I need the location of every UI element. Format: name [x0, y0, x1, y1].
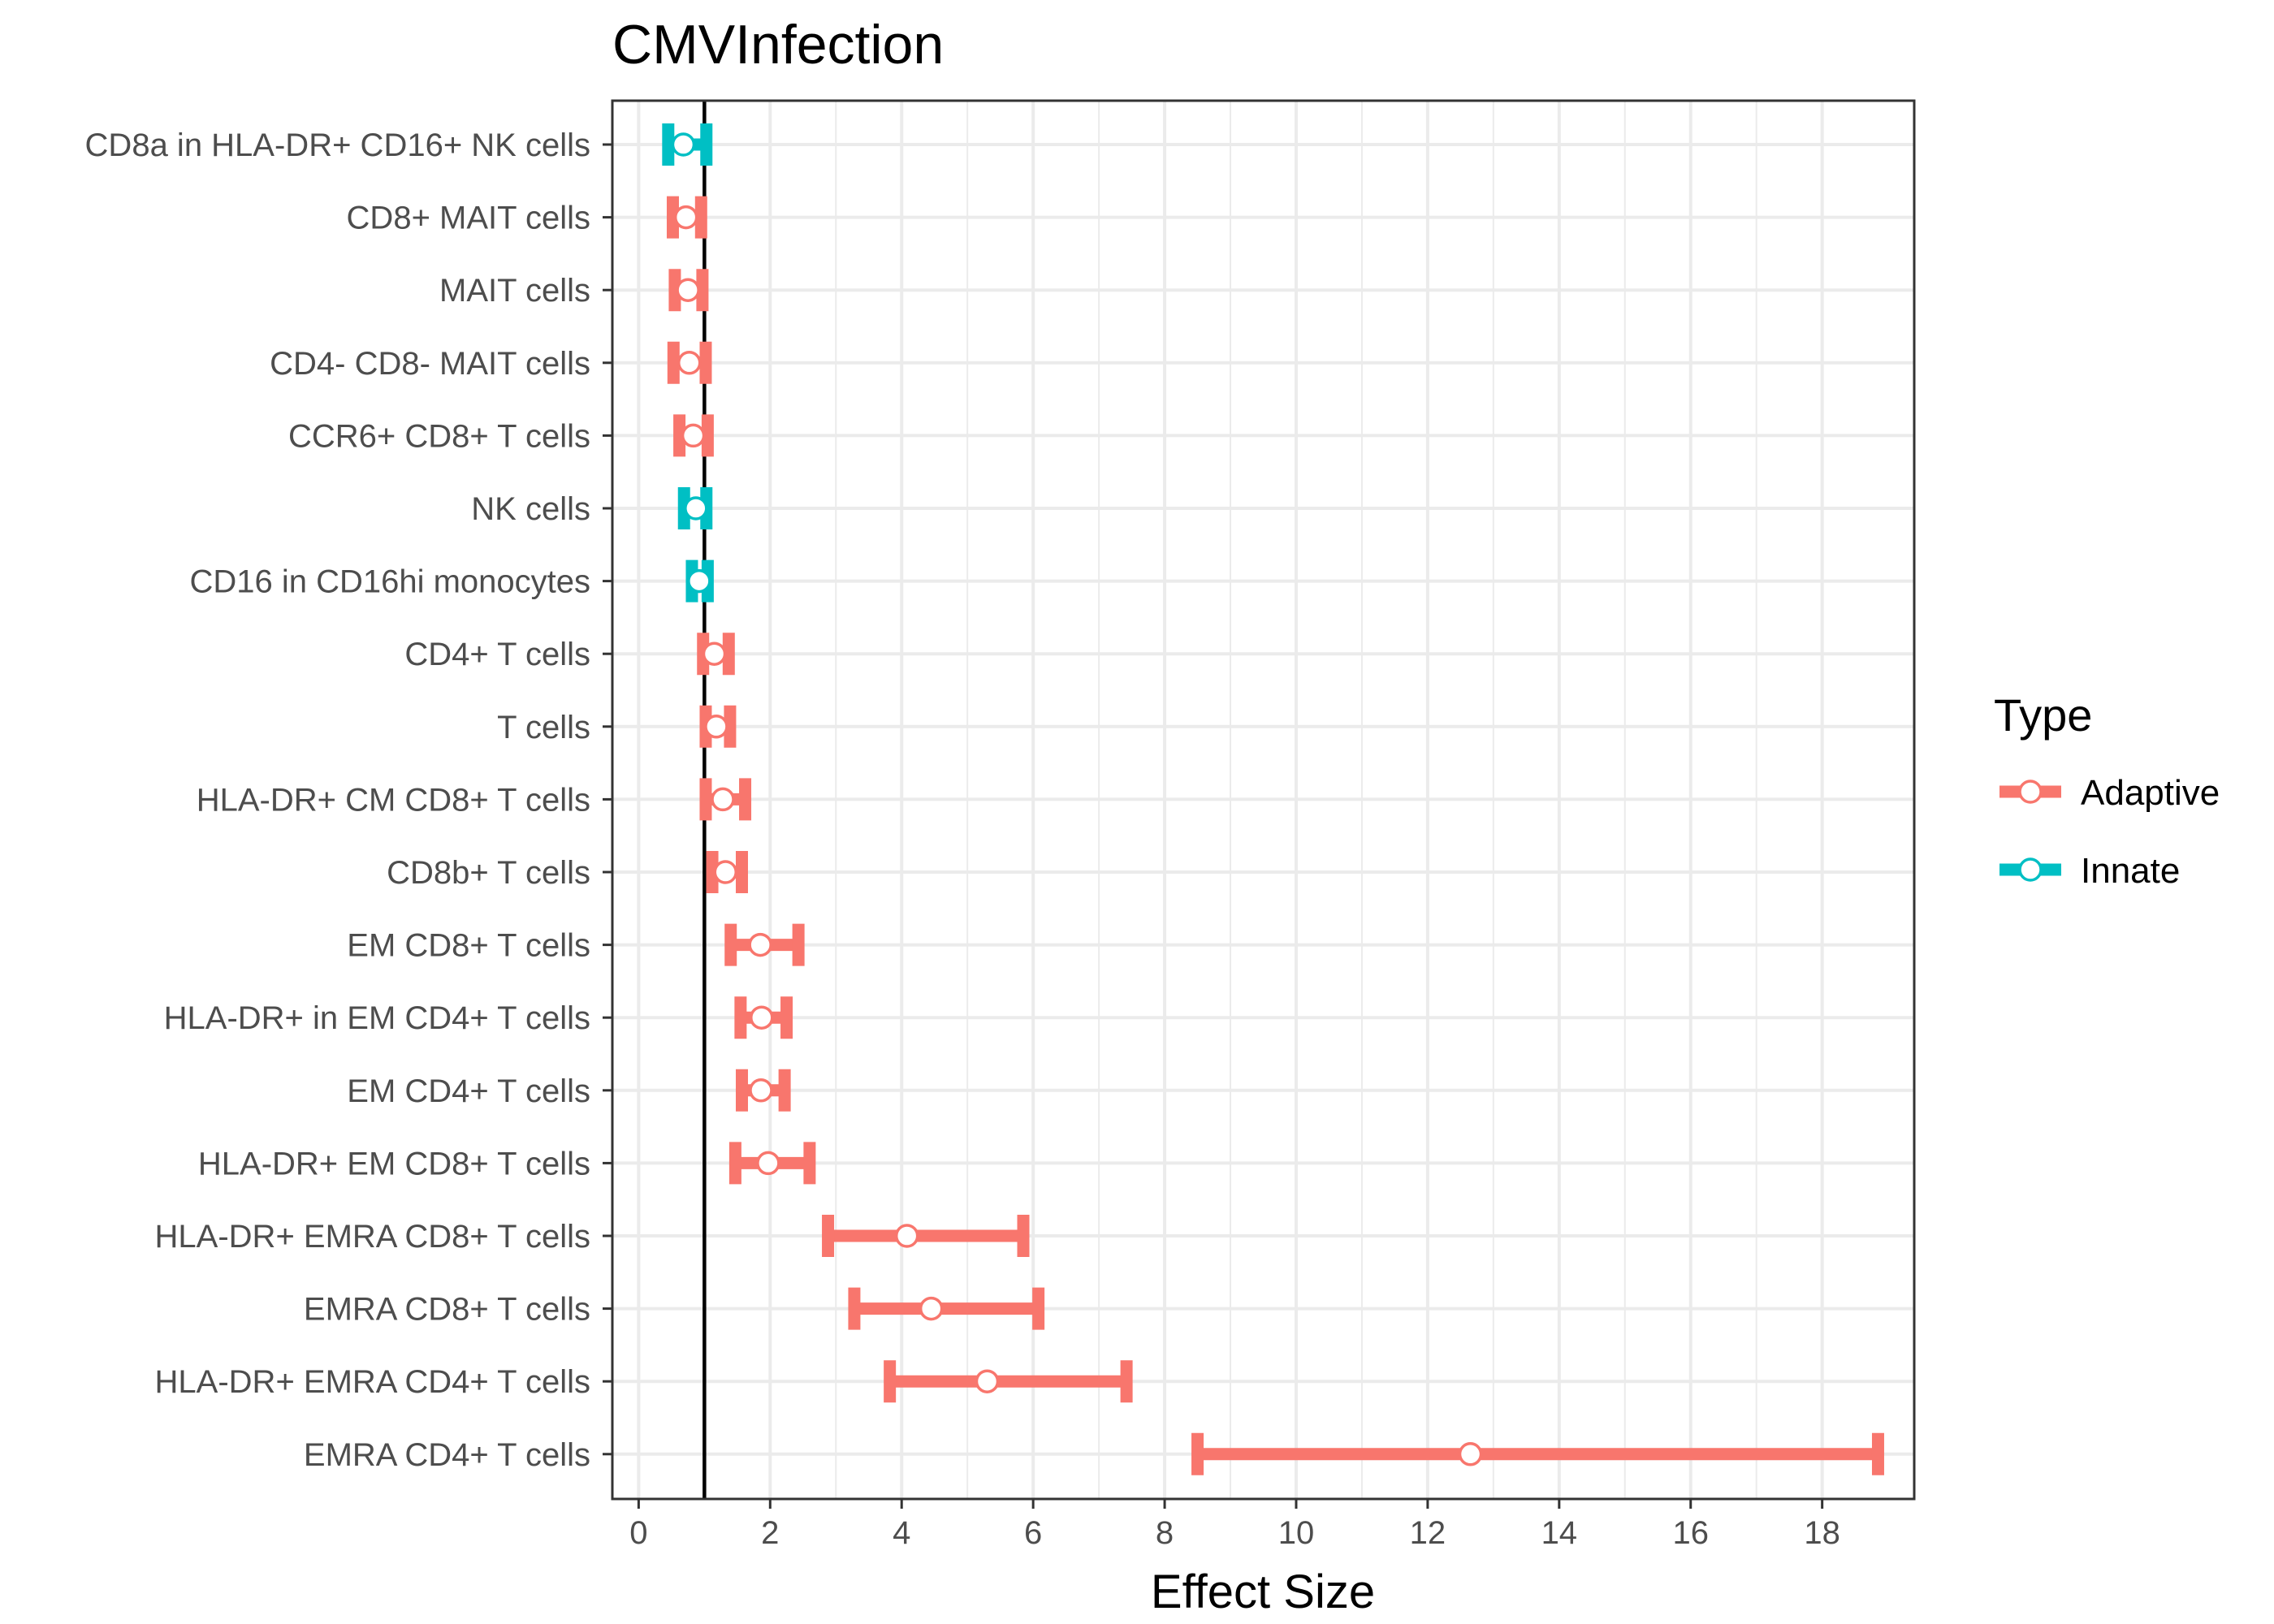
estimate-point [702, 641, 727, 666]
estimate-point [677, 351, 702, 375]
error-bar [884, 1360, 1133, 1403]
legend-label: Innate [2081, 851, 2180, 891]
y-tick-label: CCR6+ CD8+ T cells [288, 418, 590, 454]
grid [612, 101, 1914, 1499]
estimate-point [1458, 1442, 1483, 1466]
x-axis-title: Effect Size [1151, 1566, 1375, 1618]
legend: Type Adaptive Innate [1994, 689, 2220, 891]
legend-key-point [2018, 780, 2043, 804]
x-tick-label: 16 [1672, 1515, 1709, 1551]
y-tick-label: CD8b+ T cells [387, 855, 590, 891]
estimate-point [748, 932, 772, 957]
estimate-point [687, 568, 711, 594]
x-tick-label: 12 [1410, 1515, 1446, 1551]
y-tick-label: CD4- CD8- MAIT cells [270, 346, 590, 382]
estimate-point [671, 132, 696, 157]
y-tick-label: EMRA CD8+ T cells [304, 1292, 590, 1328]
error-bar [1191, 1432, 1884, 1475]
estimate-point [676, 278, 700, 302]
estimate-point [894, 1224, 919, 1248]
error-bar [848, 1287, 1045, 1330]
y-tick-label: MAIT cells [439, 273, 590, 309]
y-tick-label: HLA-DR+ EMRA CD8+ T cells [155, 1219, 590, 1255]
y-tick-label: CD8a in HLA-DR+ CD16+ NK cells [85, 127, 590, 163]
estimate-point [681, 423, 706, 448]
estimate-points [671, 132, 1483, 1466]
y-tick-label: HLA-DR+ in EM CD4+ T cells [164, 1000, 590, 1036]
legend-label: Adaptive [2081, 773, 2220, 813]
estimate-point [704, 715, 728, 739]
x-tick-label: 10 [1278, 1515, 1315, 1551]
estimate-point [713, 860, 738, 884]
x-tick-label: 18 [1804, 1515, 1840, 1551]
y-tick-label: EMRA CD4+ T cells [304, 1437, 590, 1473]
x-axis: 0 2 4 6 8 10 12 14 16 18 [629, 1499, 1840, 1551]
y-tick-label: HLA-DR+ EMRA CD4+ T cells [155, 1364, 590, 1400]
y-tick-label: HLA-DR+ CM CD8+ T cells [197, 782, 590, 818]
legend-key-point [2018, 857, 2043, 882]
x-tick-label: 2 [761, 1515, 779, 1551]
estimate-point [750, 1005, 774, 1030]
y-tick-label: EM CD4+ T cells [347, 1073, 590, 1109]
x-tick-label: 6 [1024, 1515, 1042, 1551]
y-tick-label: EM CD8+ T cells [347, 928, 590, 964]
y-tick-label: HLA-DR+ EM CD8+ T cells [198, 1146, 590, 1181]
estimate-point [749, 1078, 773, 1103]
chart-title: CMVInfection [612, 14, 944, 76]
y-tick-label: NK cells [471, 491, 590, 527]
y-tick-label: CD16 in CD16hi monocytes [189, 564, 590, 600]
estimate-point [711, 787, 735, 812]
x-tick-label: 8 [1156, 1515, 1174, 1551]
y-tick-label: T cells [497, 710, 590, 745]
legend-entry: Innate [1999, 851, 2180, 891]
x-tick-label: 4 [893, 1515, 910, 1551]
estimate-point [919, 1296, 944, 1321]
estimate-point [684, 496, 708, 520]
y-axis: CD8a in HLA-DR+ CD16+ NK cells CD8+ MAIT … [85, 127, 612, 1473]
y-tick-label: CD8+ MAIT cells [347, 201, 590, 236]
x-tick-label: 0 [629, 1515, 647, 1551]
legend-entries: Adaptive Innate [1999, 773, 2220, 891]
estimate-point [673, 205, 698, 230]
legend-entry: Adaptive [1999, 773, 2220, 813]
estimate-point [756, 1151, 780, 1176]
estimate-point [975, 1369, 1000, 1393]
legend-title: Type [1994, 689, 2092, 741]
error-bar [822, 1215, 1030, 1257]
y-tick-label: CD4+ T cells [404, 637, 590, 672]
x-tick-label: 14 [1541, 1515, 1578, 1551]
